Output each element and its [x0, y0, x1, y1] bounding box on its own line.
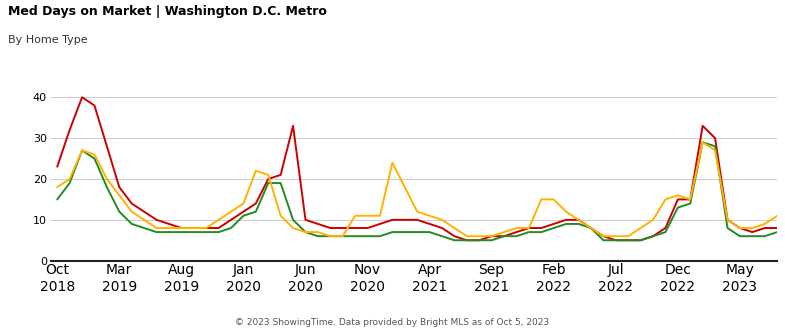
Text: Med Days on Market | Washington D.C. Metro: Med Days on Market | Washington D.C. Met… — [8, 5, 327, 18]
Text: © 2023 ShowingTime. Data provided by Bright MLS as of Oct 5, 2023: © 2023 ShowingTime. Data provided by Bri… — [236, 318, 550, 327]
Text: By Home Type: By Home Type — [8, 35, 87, 45]
